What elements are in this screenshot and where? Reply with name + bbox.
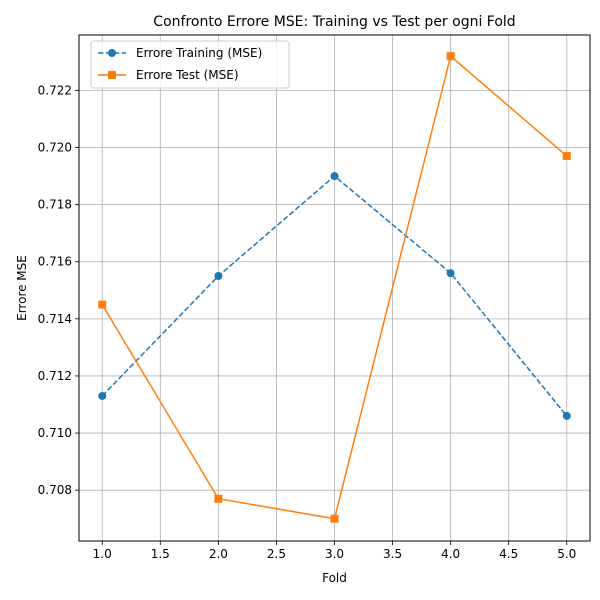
y-tick-label: 0.720 (38, 141, 72, 155)
y-tick-label: 0.718 (38, 198, 72, 212)
x-tick-label: 3.0 (325, 547, 344, 561)
legend-box (90, 40, 290, 89)
data-point (562, 152, 571, 161)
x-tick-label: 5.0 (557, 547, 576, 561)
legend-label: Errore Training (MSE) (136, 46, 262, 60)
data-point (98, 300, 107, 309)
data-point (446, 269, 455, 278)
x-tick-label: 3.5 (383, 547, 402, 561)
y-tick-label: 0.722 (38, 83, 72, 97)
x-tick-label: 1.5 (151, 547, 170, 561)
data-point (330, 172, 339, 181)
y-tick-label: 0.714 (38, 312, 72, 326)
y-axis-label: Errore MSE (15, 255, 29, 321)
legend-marker (108, 49, 116, 57)
y-ticks: 0.708 0.710 0.712 0.714 0.716 0.718 0.720 0.722 (38, 83, 79, 497)
x-axis-label: Fold (322, 571, 347, 585)
y-tick-label: 0.710 (38, 426, 72, 440)
data-point (330, 514, 339, 523)
data-point (214, 494, 223, 503)
data-point (98, 391, 107, 400)
x-ticks: 1.0 1.5 2.0 2.5 3.0 3.5 4.0 4.5 5.0 (93, 541, 576, 561)
x-tick-label: 1.0 (93, 547, 112, 561)
x-tick-label: 4.5 (499, 547, 518, 561)
data-point (214, 272, 223, 281)
y-tick-label: 0.712 (38, 369, 72, 383)
chart-title: Confronto Errore MSE: Training vs Test p… (153, 14, 515, 30)
y-tick-label: 0.716 (38, 255, 72, 269)
series-layer (98, 52, 571, 523)
legend-marker (108, 71, 116, 79)
series-1 (98, 172, 571, 420)
legend-label: Errore Test (MSE) (136, 68, 239, 82)
series-2 (98, 52, 571, 523)
x-tick-label: 4.0 (441, 547, 460, 561)
x-tick-label: 2.0 (209, 547, 228, 561)
data-point (446, 52, 455, 61)
legend: Errore Training (MSE) Errore Test (MSE) (90, 40, 290, 89)
y-tick-label: 0.708 (38, 483, 72, 497)
data-point (562, 411, 571, 420)
x-tick-label: 2.5 (267, 547, 286, 561)
